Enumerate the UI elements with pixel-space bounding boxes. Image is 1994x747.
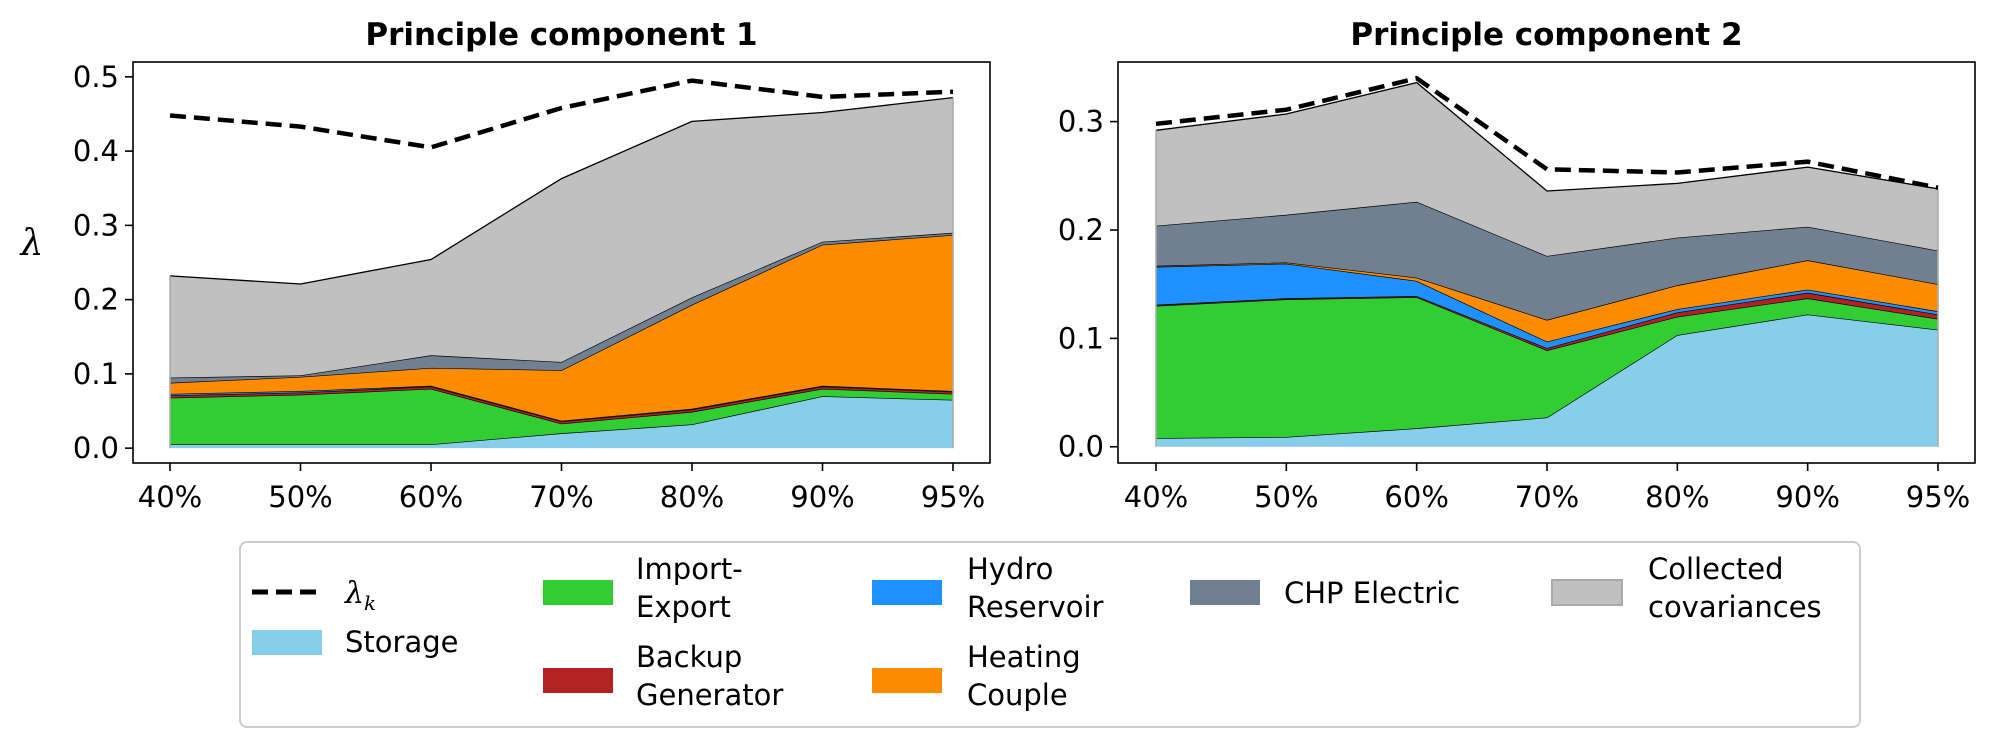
area-chp-electric <box>170 232 953 383</box>
lambda-k-line <box>169 78 954 150</box>
legend-item-heating-couple: Heating Couple <box>872 640 1081 712</box>
panel-2: 40% 50% 60% 70% 80% 90% 95% 0.0 0.1 0.2 0.3 Princip… <box>1058 17 1976 514</box>
area-heating-couple <box>1156 260 1938 342</box>
y-tick-label: 0.3 <box>73 208 119 242</box>
legend-label-chp-electric: CHP Electric <box>1284 576 1460 610</box>
legend-label-lambda-sub: k <box>364 591 376 615</box>
chart-title: Principle component 1 <box>365 17 757 53</box>
y-tick-label: 0.1 <box>73 357 119 391</box>
area-heating-couple <box>170 235 953 421</box>
legend-item-hydro-reservoir: Hydro Reservoir <box>872 552 1104 624</box>
legend-swatch-backup-generator <box>543 668 613 693</box>
y-tick-label: 0.5 <box>73 60 119 94</box>
chart-title: Principle component 2 <box>1350 17 1742 53</box>
x-tick-label: 60% <box>1384 480 1448 514</box>
legend-label-hydro-reservoir-1: Hydro <box>967 552 1053 586</box>
legend-item-collected-covariances: Collected covariances <box>1551 552 1822 624</box>
legend-label-backup-generator-1: Backup <box>636 640 742 674</box>
legend-swatch-collected-covariances <box>1551 579 1623 606</box>
x-tick-label: 40% <box>1124 480 1188 514</box>
x-tick-label: 80% <box>660 480 724 514</box>
legend-label-heating-couple-2: Couple <box>967 678 1068 712</box>
legend-item-import-export: Import- Export <box>543 552 743 624</box>
area-hydro-reservoir <box>1156 263 1938 349</box>
legend-label-storage: Storage <box>345 625 458 659</box>
area-backup-generator <box>1156 292 1938 351</box>
svg-text:λk: λk <box>344 576 376 615</box>
panel-1: 40% 50% 60% 70% 80% 90% 95% 0.0 0.1 0.2 0.3 0.4 0.5 P… <box>19 17 991 514</box>
y-tick-label: 0.4 <box>73 134 119 168</box>
legend-swatch-storage <box>252 630 322 655</box>
x-tick-label: 70% <box>1515 480 1579 514</box>
legend-box <box>239 541 1861 728</box>
x-tick-label: 90% <box>1775 480 1839 514</box>
area-backup-generator <box>170 386 953 424</box>
y-tick-label: 0.1 <box>1058 321 1104 355</box>
legend-label-collected-covariances-2: covariances <box>1648 590 1822 624</box>
y-tick-label: 0.2 <box>1058 213 1104 247</box>
area-collected-covariances <box>1156 82 1938 256</box>
y-tick-label: 0.3 <box>1058 105 1104 139</box>
legend-label-hydro-reservoir-2: Reservoir <box>967 590 1104 624</box>
legend-label-lambda: λ <box>344 576 364 611</box>
area-storage <box>1156 314 1938 447</box>
x-tick-label: 50% <box>268 480 332 514</box>
legend-item-backup-generator: Backup Generator <box>543 640 783 712</box>
x-tick-label: 60% <box>399 480 463 514</box>
legend-item-lambda-k: λk <box>252 576 376 615</box>
x-tick-label: 90% <box>790 480 854 514</box>
area-import-export <box>1156 297 1938 439</box>
x-tick-label: 70% <box>529 480 593 514</box>
legend-item-chp-electric: CHP Electric <box>1190 576 1460 610</box>
legend-label-import-export-1: Import- <box>636 552 743 586</box>
x-tick-label: 50% <box>1254 480 1318 514</box>
y-tick-label: 0.0 <box>1058 430 1104 464</box>
legend-label-collected-covariances-1: Collected <box>1648 552 1784 586</box>
legend-item-storage: Storage <box>252 625 458 659</box>
x-tick-label: 95% <box>921 480 985 514</box>
legend-label-backup-generator-2: Generator <box>636 678 783 712</box>
area-storage <box>170 396 953 449</box>
legend-label-import-export-2: Export <box>636 590 731 624</box>
legend-label-heating-couple-1: Heating <box>967 640 1081 674</box>
area-edge-collected-covariances <box>169 96 954 285</box>
x-tick-label: 95% <box>1906 480 1970 514</box>
legend-swatch-chp-electric <box>1190 580 1260 605</box>
y-axis-label: λ <box>19 223 44 264</box>
area-chp-electric <box>1156 201 1938 320</box>
area-import-export <box>170 388 953 445</box>
area-collected-covariances <box>170 97 953 378</box>
area-edge-collected-covariances <box>1155 81 1939 192</box>
lambda-k-line <box>1155 75 1939 190</box>
legend-swatch-hydro-reservoir <box>872 580 942 605</box>
x-tick-label: 80% <box>1645 480 1709 514</box>
y-tick-label: 0.0 <box>73 431 119 465</box>
x-tick-label: 40% <box>138 480 202 514</box>
legend-swatch-import-export <box>543 580 613 605</box>
legend-swatch-heating-couple <box>872 668 942 693</box>
y-tick-label: 0.2 <box>73 283 119 317</box>
